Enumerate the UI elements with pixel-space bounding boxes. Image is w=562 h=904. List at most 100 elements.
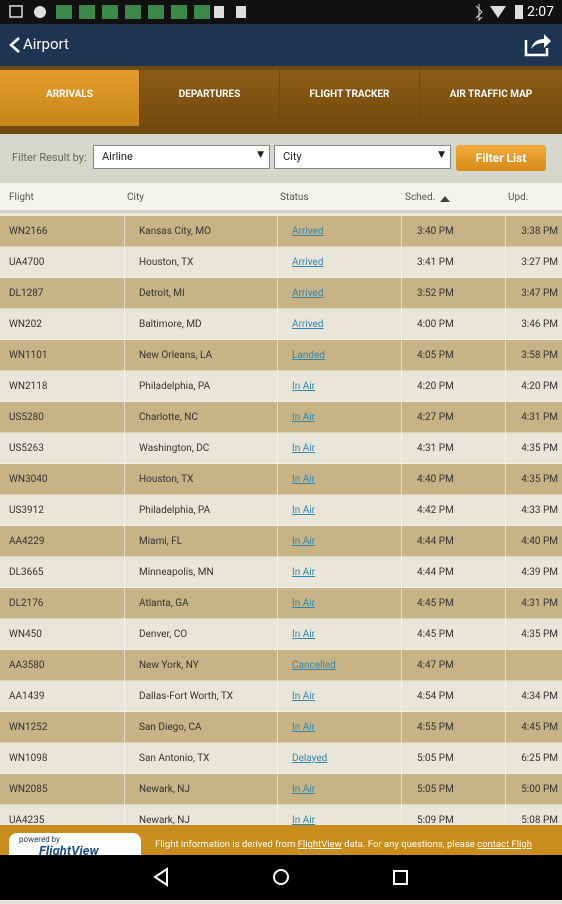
filter-button[interactable]: Filter List bbox=[456, 145, 546, 171]
status-link[interactable]: In Air bbox=[292, 443, 316, 454]
status-link[interactable]: In Air bbox=[292, 412, 316, 423]
status-link[interactable]: In Air bbox=[292, 784, 316, 795]
table-cell: In Air bbox=[277, 619, 401, 650]
tab[interactable]: AIR TRAFFIC MAP bbox=[420, 70, 562, 126]
cell-text: 3:52 PM bbox=[417, 288, 454, 299]
status-link[interactable]: In Air bbox=[292, 381, 316, 392]
status-link[interactable]: In Air bbox=[292, 629, 316, 640]
table-row[interactable]: DL3665 Minneapolis, MN In Air 4:44 PM 4:39 P… bbox=[0, 557, 562, 588]
table-row[interactable]: US3912 Philadelphia, PA In Air 4:42 PM 4:33 … bbox=[0, 495, 562, 526]
table-cell: 4:42 PM bbox=[401, 495, 505, 526]
cell-text: San Diego, CA bbox=[139, 722, 202, 733]
nav-back[interactable] bbox=[153, 867, 168, 887]
table-row[interactable]: WN2166 Kansas City, MO Arrived 3:40 PM 3:38 … bbox=[0, 216, 562, 247]
cell-text: US5280 bbox=[9, 412, 44, 423]
cell-text: 5:00 PM bbox=[521, 784, 558, 795]
footer-link[interactable]: FlightView bbox=[297, 839, 342, 850]
table-cell: 6:25 PM bbox=[505, 743, 562, 774]
nav-bar bbox=[0, 855, 562, 900]
table-row[interactable]: WN2118 Philadelphia, PA In Air 4:20 PM 4:20 … bbox=[0, 371, 562, 402]
status-link[interactable]: In Air bbox=[292, 474, 316, 485]
nav-recent[interactable] bbox=[393, 870, 408, 885]
table-row[interactable]: AA1439 Dallas-Fort Worth, TX In Air 4:54 PM… bbox=[0, 681, 562, 712]
cell-text: New York, NY bbox=[139, 660, 199, 671]
table-cell: 4:34 PM bbox=[505, 681, 562, 712]
status-link[interactable]: In Air bbox=[292, 691, 316, 702]
table-row[interactable]: US5263 Washington, DC In Air 4:31 PM 4:35 PM bbox=[0, 433, 562, 464]
table-cell: 4:33 PM bbox=[505, 495, 562, 526]
nav-home[interactable] bbox=[273, 869, 289, 885]
cell-text: 4:35 PM bbox=[521, 443, 558, 454]
table-row[interactable]: WN1098 San Antonio, TX Delayed 5:05 PM 6:25 … bbox=[0, 743, 562, 774]
status-link[interactable]: In Air bbox=[292, 722, 316, 733]
status-link[interactable]: In Air bbox=[292, 536, 316, 547]
table-cell: Denver, CO bbox=[124, 619, 277, 650]
cell-text: 4:47 PM bbox=[417, 660, 454, 671]
table-row[interactable]: WN450 Denver, CO In Air 4:45 PM 4:35 PM bbox=[0, 619, 562, 650]
app-title[interactable]: Airport bbox=[23, 35, 69, 53]
tab-bar: ARRIVALS DEPARTURES FLIGHT TRACKER AIR TRAF… bbox=[0, 66, 562, 134]
cell-text: AA3580 bbox=[9, 660, 45, 671]
column-header: Upd. bbox=[508, 192, 529, 203]
cell-text: Houston, TX bbox=[139, 474, 194, 485]
cell-text: AA4229 bbox=[9, 536, 45, 547]
tab[interactable]: ARRIVALS bbox=[0, 70, 139, 126]
tab[interactable]: FLIGHT TRACKER bbox=[280, 70, 419, 126]
table-cell: 4:45 PM bbox=[401, 619, 505, 650]
table-row[interactable]: AA3580 New York, NY Cancelled 4:47 PM bbox=[0, 650, 562, 681]
status-link[interactable]: Cancelled bbox=[292, 660, 336, 671]
status-link[interactable]: Delayed bbox=[292, 753, 328, 764]
status-link[interactable]: In Air bbox=[292, 815, 316, 825]
table-row[interactable]: UA4700 Houston, TX Arrived 3:41 PM 3:27 PM bbox=[0, 247, 562, 278]
table-row[interactable]: WN3040 Houston, TX In Air 4:40 PM 4:35 PM bbox=[0, 464, 562, 495]
table-row[interactable]: DL2176 Atlanta, GA In Air 4:45 PM 4:31 PM bbox=[0, 588, 562, 619]
tab[interactable]: DEPARTURES bbox=[140, 70, 279, 126]
table-cell: 4:44 PM bbox=[401, 526, 505, 557]
table-row[interactable]: AA4229 Miami, FL In Air 4:44 PM 4:40 PM bbox=[0, 526, 562, 557]
sort-arrow bbox=[440, 196, 450, 202]
table-cell: Delayed bbox=[277, 743, 401, 774]
cell-text: WN450 bbox=[9, 629, 42, 640]
table-cell: 5:09 PM bbox=[401, 805, 505, 825]
cell-text: Miami, FL bbox=[139, 536, 183, 547]
table-row[interactable]: WN2085 Newark, NJ In Air 5:05 PM 5:00 PM bbox=[0, 774, 562, 805]
table-row[interactable]: DL1287 Detroit, MI Arrived 3:52 PM 3:47 PM bbox=[0, 278, 562, 309]
table-cell: AA3580 bbox=[0, 650, 124, 681]
cell-text: WN1098 bbox=[9, 753, 48, 764]
table-row[interactable]: US5280 Charlotte, NC In Air 4:27 PM 4:31 PM bbox=[0, 402, 562, 433]
cell-text: Atlanta, GA bbox=[139, 598, 189, 609]
table-cell: 3:41 PM bbox=[401, 247, 505, 278]
table-cell: US5280 bbox=[0, 402, 124, 433]
footer-text-1: Flight information is derived from bbox=[155, 839, 296, 850]
table-cell: 4:39 PM bbox=[505, 557, 562, 588]
status-link[interactable]: Landed bbox=[292, 350, 325, 361]
table-cell: 4:35 PM bbox=[505, 619, 562, 650]
status-link[interactable]: Arrived bbox=[292, 288, 324, 299]
back-icon[interactable] bbox=[8, 36, 22, 54]
city-select[interactable]: City ▼ bbox=[274, 145, 451, 169]
status-link[interactable]: Arrived bbox=[292, 226, 324, 237]
status-link[interactable]: Arrived bbox=[292, 319, 324, 330]
column-header[interactable]: Sched. bbox=[405, 192, 436, 203]
table-cell: In Air bbox=[277, 495, 401, 526]
status-link[interactable]: Arrived bbox=[292, 257, 324, 268]
table-cell: 4:05 PM bbox=[401, 340, 505, 371]
filter-label: Filter Result by: bbox=[12, 151, 87, 164]
select-text: City bbox=[283, 150, 302, 163]
share-icon[interactable] bbox=[523, 30, 553, 58]
table-cell: WN202 bbox=[0, 309, 124, 340]
status-link[interactable]: In Air bbox=[292, 505, 316, 516]
footer-link[interactable]: contact Fligh bbox=[477, 839, 532, 850]
status-link[interactable]: In Air bbox=[292, 598, 316, 609]
cell-text: Kansas City, MO bbox=[139, 226, 211, 237]
table-row[interactable]: WN1252 San Diego, CA In Air 4:55 PM 4:45 PM bbox=[0, 712, 562, 743]
table-cell: WN2166 bbox=[0, 216, 124, 247]
table-row[interactable]: UA4235 Newark, NJ In Air 5:09 PM 5:08 PM bbox=[0, 805, 562, 825]
table-row[interactable]: WN202 Baltimore, MD Arrived 4:00 PM 3:46 PM bbox=[0, 309, 562, 340]
table-row[interactable]: WN1101 New Orleans, LA Landed 4:05 PM 3:58 P… bbox=[0, 340, 562, 371]
cell-text: 3:27 PM bbox=[521, 257, 558, 268]
airline-select[interactable]: Airline ▼ bbox=[93, 145, 270, 169]
status-link[interactable]: In Air bbox=[292, 567, 316, 578]
cell-text: 5:08 PM bbox=[521, 815, 558, 825]
cell-text: 4:20 PM bbox=[417, 381, 454, 392]
